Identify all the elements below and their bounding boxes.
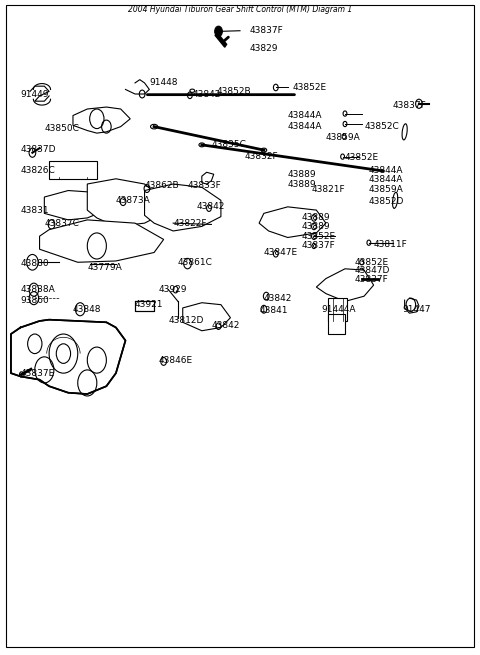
- Text: 43852E: 43852E: [292, 83, 326, 92]
- Text: 43838A: 43838A: [21, 285, 55, 294]
- Text: 43929: 43929: [159, 285, 187, 294]
- Text: 43822F: 43822F: [173, 219, 207, 228]
- Text: 43844A: 43844A: [369, 175, 403, 184]
- Text: 43821F: 43821F: [312, 185, 345, 194]
- Text: 43889: 43889: [302, 222, 331, 231]
- Text: 93860: 93860: [21, 295, 49, 305]
- Text: 43844A: 43844A: [288, 122, 322, 131]
- Text: 43829: 43829: [250, 44, 278, 53]
- Text: 43837D: 43837D: [21, 145, 56, 154]
- Bar: [49, 160, 97, 179]
- Text: 43852B: 43852B: [216, 87, 251, 96]
- Circle shape: [215, 26, 222, 37]
- Text: 43837F: 43837F: [393, 102, 426, 110]
- Text: 43842: 43842: [197, 202, 226, 212]
- Text: 43889: 43889: [288, 179, 316, 189]
- Text: 91449: 91449: [21, 90, 49, 98]
- Text: 43862B: 43862B: [144, 181, 179, 190]
- Text: 43846E: 43846E: [159, 356, 193, 365]
- Text: 43835C: 43835C: [211, 140, 246, 149]
- Text: 43841: 43841: [259, 306, 288, 315]
- Text: 43844A: 43844A: [288, 111, 322, 120]
- Text: 43889: 43889: [302, 214, 331, 223]
- Polygon shape: [87, 179, 164, 227]
- Polygon shape: [11, 320, 125, 394]
- Text: 43837F: 43837F: [355, 274, 388, 284]
- Text: 43859A: 43859A: [326, 132, 360, 141]
- Text: 43826C: 43826C: [21, 166, 55, 176]
- Text: 43837F: 43837F: [302, 242, 336, 250]
- Polygon shape: [316, 269, 373, 301]
- Text: 91444A: 91444A: [321, 305, 356, 314]
- Text: 43842: 43842: [264, 293, 292, 303]
- Text: 43852E: 43852E: [345, 153, 379, 162]
- Text: 91447: 91447: [402, 305, 431, 314]
- Polygon shape: [259, 207, 326, 238]
- Text: 43921: 43921: [135, 300, 164, 309]
- Polygon shape: [44, 191, 107, 220]
- Text: 43880: 43880: [21, 259, 49, 268]
- Text: 43852E: 43852E: [302, 232, 336, 240]
- Polygon shape: [39, 220, 164, 262]
- Polygon shape: [328, 314, 345, 334]
- Text: 43811F: 43811F: [373, 240, 408, 248]
- Text: 43837F: 43837F: [250, 26, 283, 35]
- Text: 43833F: 43833F: [188, 181, 221, 190]
- Text: 43852D: 43852D: [369, 197, 404, 206]
- Text: 2004 Hyundai Tiburon Gear Shift Control (MTM) Diagram 1: 2004 Hyundai Tiburon Gear Shift Control …: [128, 5, 352, 14]
- Text: 43837C: 43837C: [44, 219, 79, 228]
- Polygon shape: [144, 184, 221, 231]
- Text: 43842: 43842: [192, 90, 221, 99]
- Text: 43848: 43848: [73, 305, 101, 314]
- Text: 91448: 91448: [149, 79, 178, 87]
- Text: 43779A: 43779A: [87, 263, 122, 272]
- Text: 43831: 43831: [21, 206, 49, 215]
- Text: 43873A: 43873A: [116, 196, 151, 205]
- FancyArrow shape: [215, 33, 227, 47]
- Text: 43852C: 43852C: [364, 122, 399, 131]
- Polygon shape: [73, 107, 130, 133]
- Polygon shape: [202, 172, 214, 184]
- Text: 43847E: 43847E: [264, 248, 298, 257]
- Text: 43844A: 43844A: [369, 166, 403, 176]
- Text: 43842: 43842: [211, 321, 240, 330]
- Text: 43889: 43889: [288, 170, 316, 179]
- Text: 43850C: 43850C: [44, 124, 79, 133]
- Polygon shape: [135, 301, 154, 311]
- Text: 43861C: 43861C: [178, 258, 213, 267]
- Polygon shape: [328, 298, 348, 321]
- Text: 43852E: 43852E: [355, 258, 389, 267]
- Text: 43859A: 43859A: [369, 185, 404, 194]
- Text: 43837E: 43837E: [21, 369, 55, 378]
- Text: 43832F: 43832F: [245, 152, 278, 161]
- Polygon shape: [183, 303, 230, 331]
- Text: 43812D: 43812D: [168, 316, 204, 326]
- Text: 43847D: 43847D: [355, 266, 390, 275]
